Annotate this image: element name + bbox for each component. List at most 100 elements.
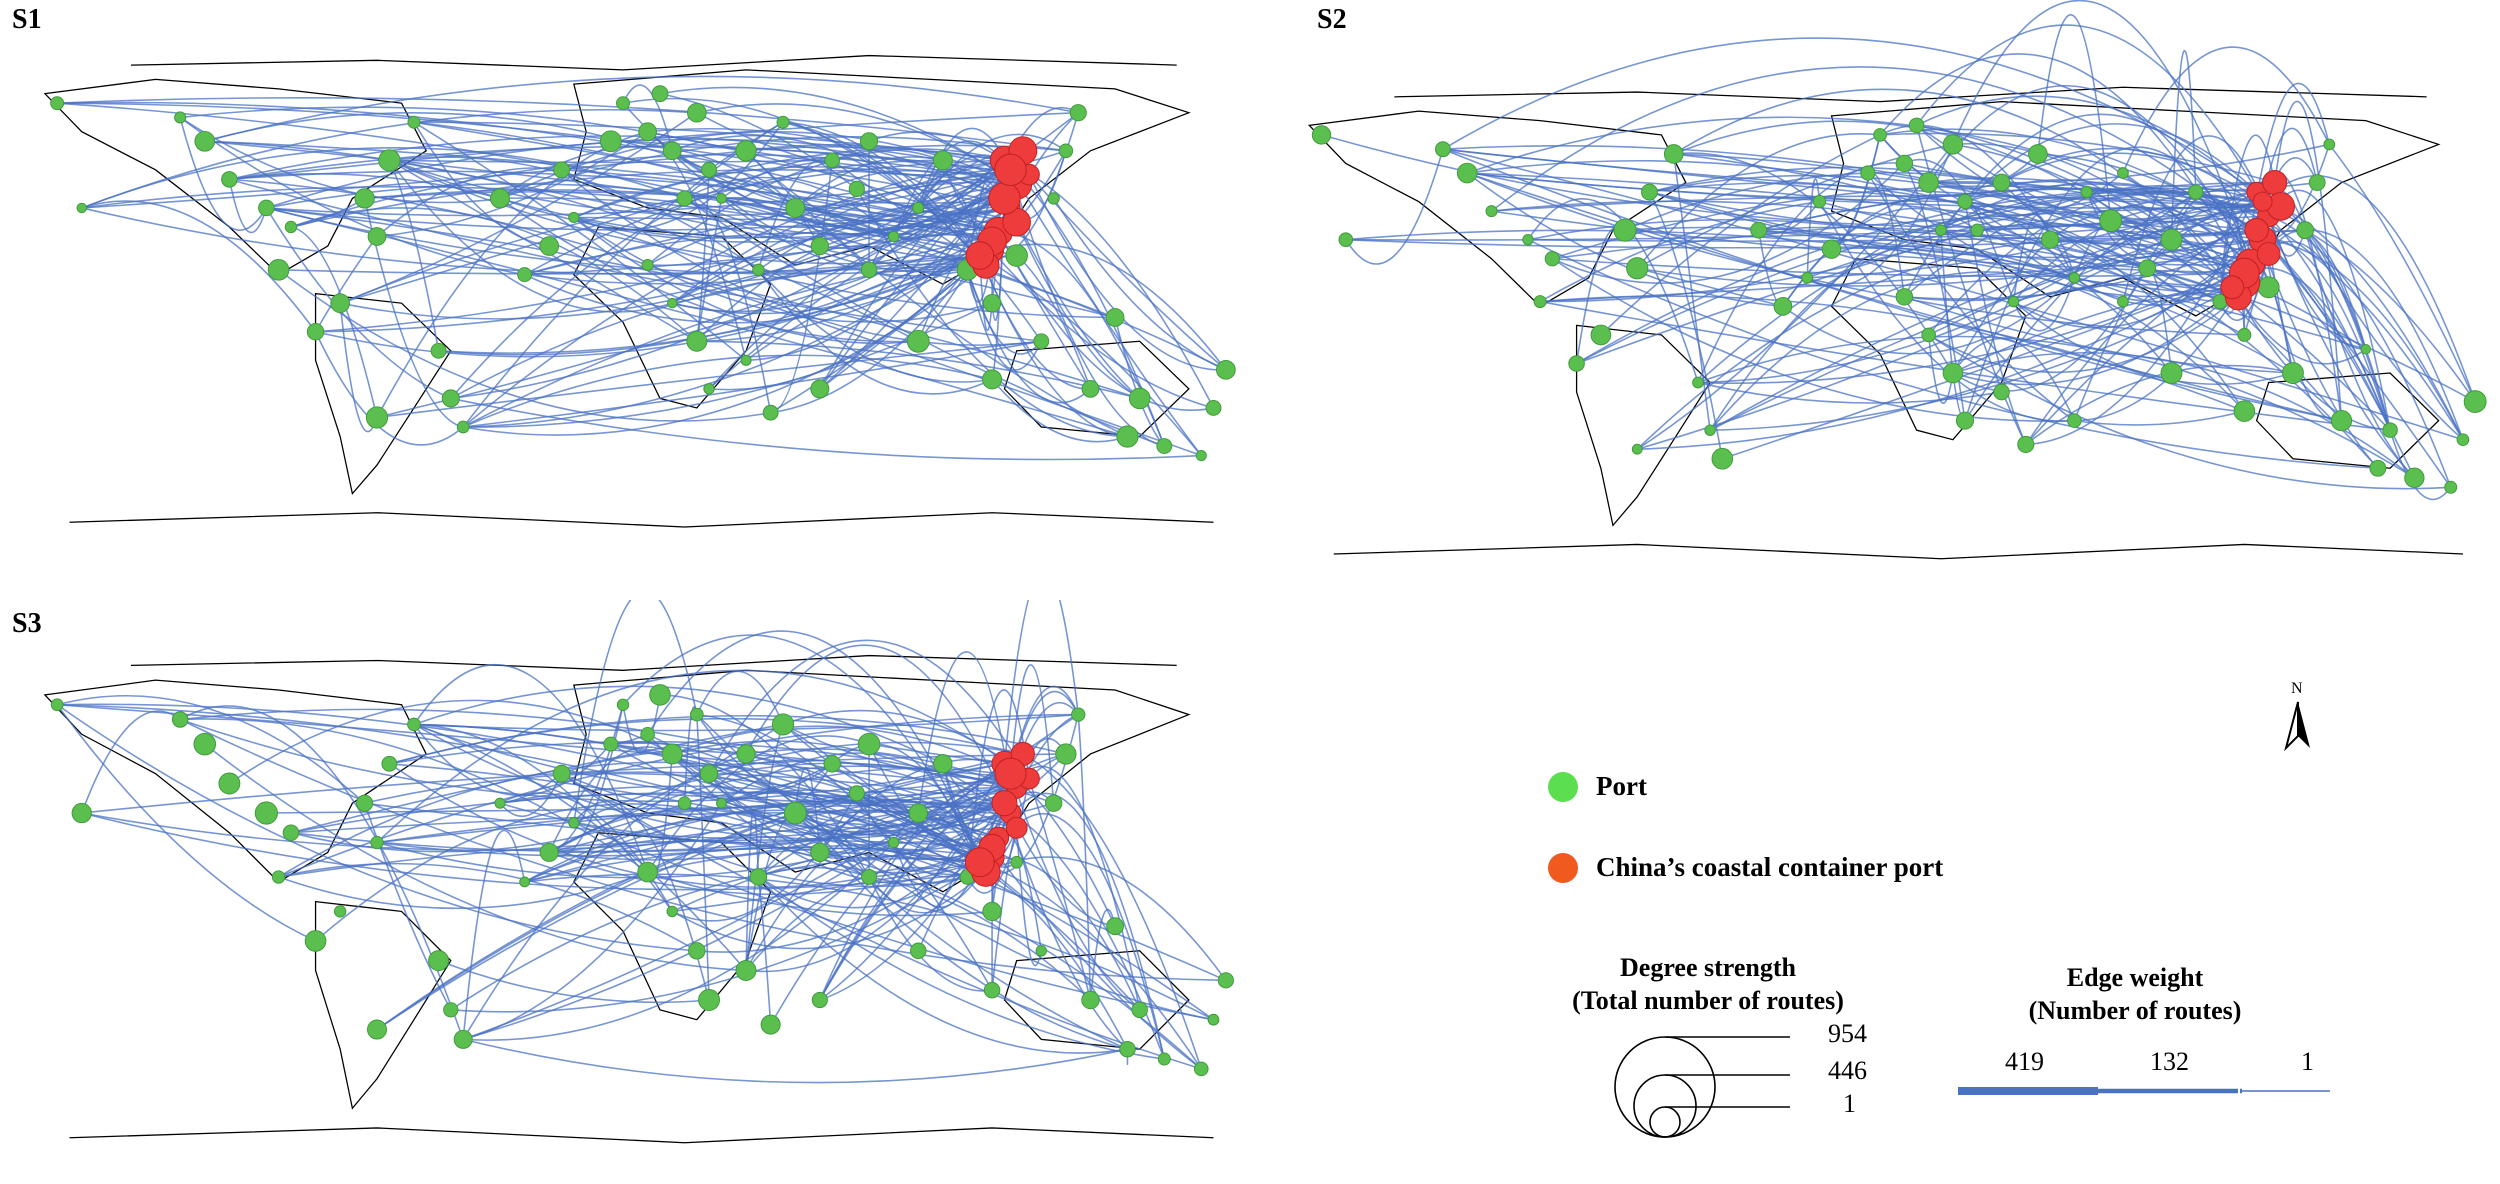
port-node (2160, 228, 2183, 251)
port-node (982, 369, 1003, 390)
shipping-route (868, 743, 1005, 765)
port-node (783, 801, 807, 825)
shipping-route (229, 178, 648, 266)
shipping-route (179, 117, 268, 231)
shipping-route (672, 183, 1018, 304)
shipping-route (1964, 201, 2027, 445)
port-node (443, 1002, 459, 1018)
port-node (354, 188, 375, 209)
shipping-route (413, 685, 944, 765)
shipping-route (81, 150, 747, 209)
china-port-nodes (964, 741, 1040, 887)
shipping-route (1964, 200, 2379, 469)
shipping-route (1466, 172, 2342, 422)
port-node (365, 406, 389, 429)
port-node (2257, 276, 2280, 299)
port-node (1216, 360, 1236, 380)
shipping-route (917, 651, 1018, 828)
shipping-route (1028, 174, 1227, 371)
shipping-route (1697, 335, 2415, 479)
port-node (2360, 343, 2372, 355)
china-port-node (2256, 242, 2281, 266)
shipping-route (450, 856, 993, 1013)
shipping-route (1636, 143, 1954, 269)
port-node (616, 96, 630, 111)
port-node (258, 199, 275, 217)
port-node (2117, 167, 2129, 179)
shipping-route (1467, 160, 2221, 303)
port-node (539, 842, 559, 862)
port-node (1970, 223, 1984, 237)
port-node (552, 764, 571, 783)
port-node (1942, 362, 1964, 384)
shipping-route (1003, 802, 1128, 1050)
shipping-route (2267, 215, 2306, 257)
port-node (810, 842, 830, 863)
world-map-s3 (43, 600, 1234, 1144)
port-node (1044, 794, 1063, 812)
port-node (1071, 707, 1086, 722)
port-nodes (50, 684, 1234, 1077)
shipping-route (573, 121, 784, 231)
port-node (193, 732, 217, 756)
shipping-route (229, 135, 1017, 185)
shipping-route (2025, 364, 2294, 446)
shipping-route (1022, 753, 1203, 1070)
shipping-route (2237, 296, 2391, 431)
shipping-route (278, 264, 986, 275)
coastline-shape (314, 292, 452, 496)
port-node (1942, 134, 1964, 155)
port-node (2099, 209, 2123, 233)
port-node (2017, 435, 2035, 454)
route-network (1321, 0, 2476, 501)
port-node (553, 161, 570, 179)
port-node (456, 420, 470, 434)
port-node (641, 259, 654, 272)
port-node (407, 717, 421, 732)
port-node (381, 755, 398, 772)
shipping-route (462, 354, 993, 428)
port-node (1205, 400, 1222, 416)
shipping-route (1903, 113, 2264, 298)
port-node (1812, 194, 1827, 209)
shipping-route (1673, 88, 2245, 284)
port-node (1568, 355, 1585, 372)
shipping-route (1016, 254, 1092, 390)
port-node (517, 267, 533, 283)
port-node (1692, 376, 1704, 389)
shipping-route (1649, 191, 2263, 259)
port-node (666, 297, 678, 309)
shipping-route (1077, 714, 1092, 1001)
china-port-node (991, 790, 1018, 817)
shipping-route (672, 240, 993, 315)
shipping-route (831, 149, 1005, 200)
shipping-route (314, 236, 378, 333)
degree-strength-circles (1614, 1036, 1790, 1138)
shipping-route (819, 851, 1202, 1070)
panel-label-s2: S2 (1317, 4, 1347, 35)
degree-strength-value-min: 1 (1843, 1089, 1856, 1118)
shipping-route (1927, 334, 1954, 405)
port-node (2444, 480, 2458, 494)
port-node (1918, 172, 1939, 193)
shipping-route (1466, 172, 1784, 308)
shipping-route (671, 150, 1017, 217)
shipping-route (1710, 281, 2245, 431)
port-node (933, 754, 953, 774)
shipping-route (671, 183, 1017, 304)
shipping-route (376, 167, 562, 238)
shipping-route (659, 86, 1018, 185)
shipping-route (1636, 240, 2245, 450)
china-port-node (2244, 217, 2269, 243)
shipping-route (463, 841, 895, 1041)
shipping-route (388, 159, 440, 351)
shipping-route (1551, 162, 1905, 284)
shipping-route (708, 773, 999, 874)
port-node (1895, 288, 1914, 306)
shipping-route (997, 231, 1214, 411)
port-node (1055, 743, 1077, 765)
china-port-node (994, 757, 1027, 790)
shipping-route (524, 792, 858, 883)
shipping-route (985, 856, 1227, 981)
shipping-route (696, 670, 784, 725)
